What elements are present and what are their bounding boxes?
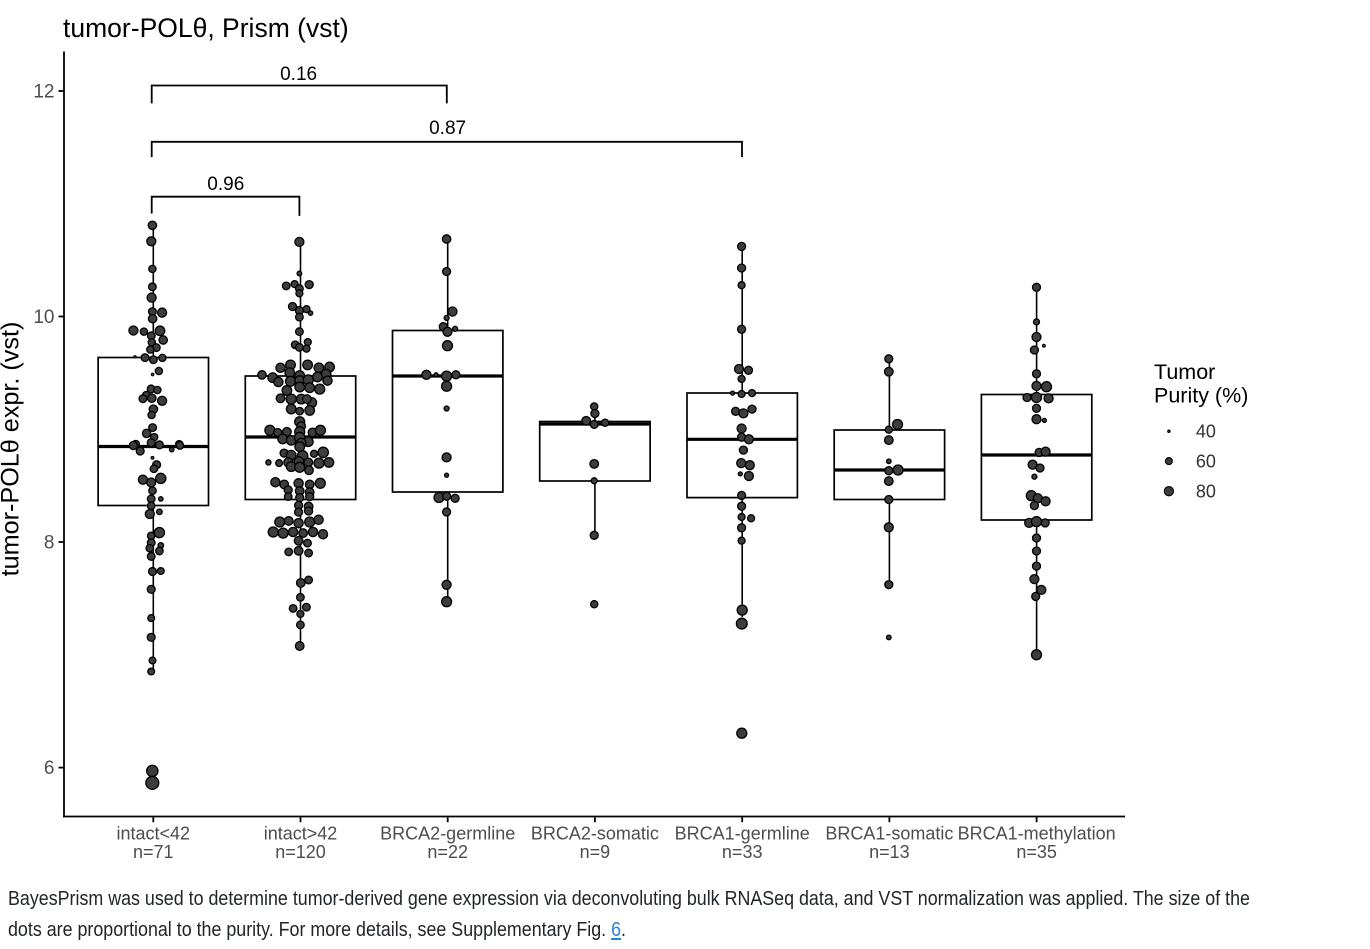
svg-text:BRCA1-somatic: BRCA1-somatic [825,824,953,844]
svg-text:BRCA1-germline: BRCA1-germline [675,824,810,844]
svg-text:80: 80 [1196,482,1216,502]
svg-text:6: 6 [44,758,55,779]
svg-text:8: 8 [44,533,55,554]
svg-text:n=120: n=120 [275,842,326,862]
svg-text:12: 12 [33,82,54,103]
svg-text:n=22: n=22 [427,842,468,862]
svg-text:n=33: n=33 [722,842,763,862]
svg-text:Purity (%): Purity (%) [1154,383,1248,407]
svg-text:60: 60 [1196,452,1216,472]
svg-text:BRCA2-somatic: BRCA2-somatic [531,824,659,844]
svg-text:n=71: n=71 [133,842,174,862]
svg-text:intact>42: intact>42 [264,824,338,844]
svg-text:0.16: 0.16 [280,64,317,85]
svg-text:n=9: n=9 [580,842,611,862]
svg-text:tumor-POLθ, Prism (vst): tumor-POLθ, Prism (vst) [63,13,349,43]
svg-text:0.87: 0.87 [429,118,466,139]
svg-text:40: 40 [1196,422,1216,442]
svg-text:n=13: n=13 [869,842,910,862]
svg-text:BRCA1-methylation: BRCA1-methylation [958,824,1116,844]
svg-text:10: 10 [33,307,54,328]
svg-text:0.96: 0.96 [207,174,244,195]
svg-text:intact<42: intact<42 [117,824,191,844]
svg-text:Tumor: Tumor [1154,360,1215,384]
svg-text:BRCA2-germline: BRCA2-germline [380,824,515,844]
svg-text:tumor-POLθ expr. (vst): tumor-POLθ expr. (vst) [0,322,25,577]
svg-text:n=35: n=35 [1016,842,1057,862]
